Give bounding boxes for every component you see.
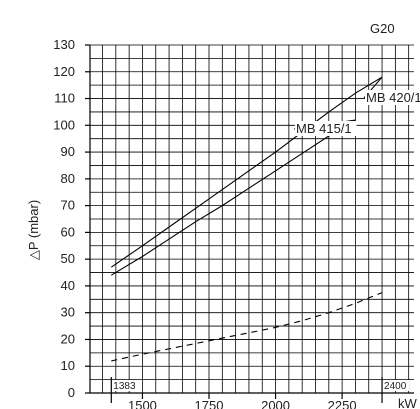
x-axis-unit: kW [398,396,418,409]
series-label-bg [295,121,357,136]
series-label: MB 420/1 [366,90,420,105]
axes [85,44,414,403]
range-marker-bg [112,380,139,391]
y-tick-label: 120 [53,64,75,79]
y-tick-label: 10 [61,358,75,373]
series-line-1 [110,76,383,268]
y-tick-label: 20 [61,331,75,346]
series-layer [110,76,383,362]
labels: G20 △P (mbar) kW 0 10 20 30 40 50 60 70 80 90 100 1… [26,21,420,409]
y-tick-label: 0 [68,385,75,400]
series-line-dashed [111,292,383,362]
x-tick-label: 1500 [128,398,157,409]
range-marker-label: 2400 [384,381,407,392]
x-tick-label: 2250 [328,398,357,409]
y-tick-label: 100 [53,117,75,132]
y-axis-label: △P (mbar) [26,200,41,260]
y-tick-label: 30 [61,305,75,320]
y-tick-label: 110 [54,91,75,106]
y-tick-label: 40 [61,278,75,293]
series-label-bg [365,90,420,105]
x-tick-label: 1750 [195,398,224,409]
y-tick-label: 130 [53,37,75,52]
chart-title: G20 [370,21,395,36]
series-line-2 [111,119,356,276]
y-tick-label: 70 [61,198,75,213]
range-marker-label: 1383 [113,381,136,392]
y-tick-label: 60 [61,224,75,239]
series-label: MB 415/1 [296,121,352,136]
y-tick-label: 50 [61,251,75,266]
x-tick-label: 2000 [261,398,290,409]
y-tick-label: 80 [61,171,75,186]
range-marker-bg [383,380,410,391]
y-tick-label: 90 [61,144,75,159]
